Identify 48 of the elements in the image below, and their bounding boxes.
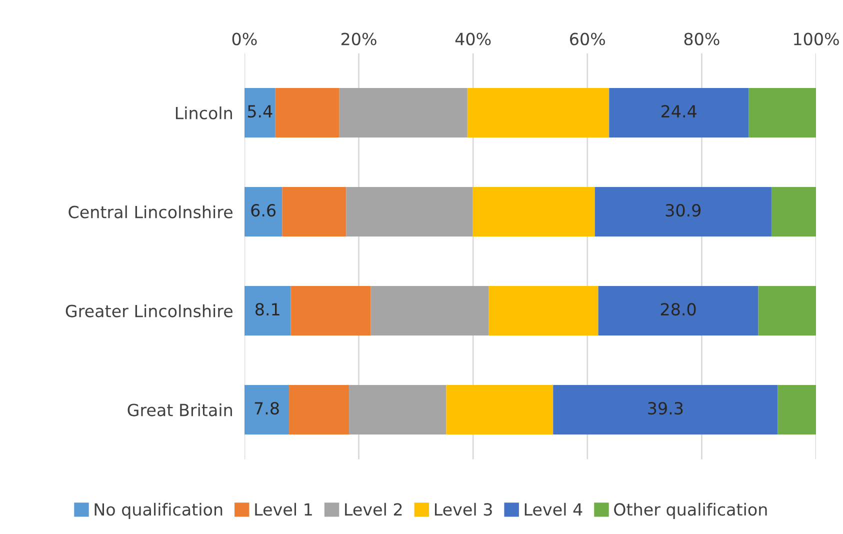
bar [778, 385, 816, 434]
bar [290, 286, 371, 336]
bar [370, 286, 489, 336]
bar [275, 88, 340, 138]
y-tick-label: Great Britain [128, 403, 232, 416]
bar [446, 385, 554, 434]
bar [244, 385, 290, 434]
bar [594, 187, 772, 237]
bar [748, 88, 816, 138]
bar [758, 286, 816, 336]
x-tick-label: 100% [794, 32, 839, 46]
y-tick-label: Lincoln [176, 106, 232, 120]
bar [349, 385, 446, 434]
x-tick-label: 0% [232, 32, 257, 46]
data-label: 8.1 [255, 302, 280, 316]
bar [472, 187, 595, 237]
x-tick-label: 80% [684, 32, 720, 46]
bar [244, 286, 291, 336]
bar [488, 286, 598, 336]
bar [282, 187, 346, 237]
data-label: 24.4 [662, 105, 696, 118]
x-tick-label: 40% [455, 32, 491, 46]
bar [289, 385, 350, 434]
bar [771, 187, 816, 237]
bar [467, 88, 610, 138]
data-label: 6.6 [251, 204, 276, 217]
data-label: 28.0 [660, 302, 696, 316]
data-label: 5.4 [248, 105, 272, 118]
legend-label: Level 3 [434, 502, 492, 516]
bar [244, 88, 276, 138]
bar [346, 187, 473, 237]
bar [598, 286, 758, 336]
legend-label: Level 1 [255, 502, 312, 516]
data-label: 30.9 [666, 204, 701, 217]
bar [553, 385, 778, 434]
bar [339, 88, 468, 138]
data-label: 7.8 [254, 402, 279, 415]
y-tick-label: Greater Lincolnshire [66, 304, 232, 318]
bar [609, 88, 749, 138]
y-tick-label: Central Lincolnshire [68, 205, 232, 218]
legend-label: Other qualification [614, 502, 767, 519]
legend-label: No qualification [94, 502, 222, 519]
x-tick-label: 20% [341, 32, 376, 46]
x-tick-label: 60% [570, 32, 606, 46]
legend-label: Level 2 [345, 502, 402, 516]
data-label: 39.3 [648, 402, 683, 415]
legend-label: Level 4 [524, 502, 582, 516]
bar [244, 187, 282, 237]
